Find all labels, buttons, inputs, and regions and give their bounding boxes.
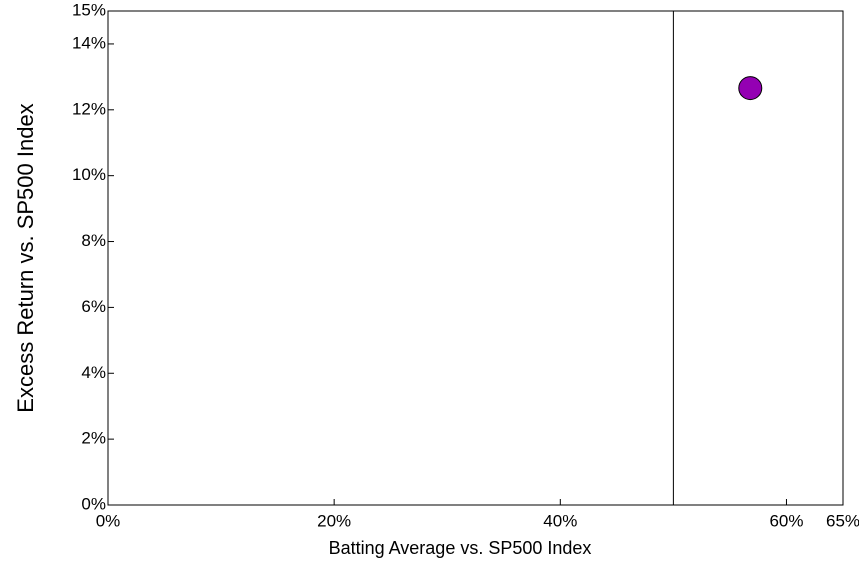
y-axis-title: Excess Return vs. SP500 Index <box>13 103 38 412</box>
point <box>738 76 763 101</box>
y-tick-label: 6% <box>81 297 106 316</box>
y-tick-label: 12% <box>72 99 106 118</box>
y-tick-label: 14% <box>72 33 106 52</box>
x-axis-title: Batting Average vs. SP500 Index <box>329 538 592 558</box>
y-tick-label: 2% <box>81 429 106 448</box>
y-tick-label: 8% <box>81 231 106 250</box>
x-tick-label: 65% <box>826 511 859 530</box>
y-tick-label: 4% <box>81 363 106 382</box>
y-tick-label: 15% <box>72 0 106 19</box>
x-tick-label: 40% <box>543 511 577 530</box>
x-tick-label: 60% <box>769 511 803 530</box>
x-tick-label: 20% <box>317 511 351 530</box>
x-tick-label: 0% <box>96 511 121 530</box>
y-tick-label: 10% <box>72 165 106 184</box>
plot-frame <box>107 10 844 506</box>
y-tick-label: 0% <box>81 494 106 513</box>
